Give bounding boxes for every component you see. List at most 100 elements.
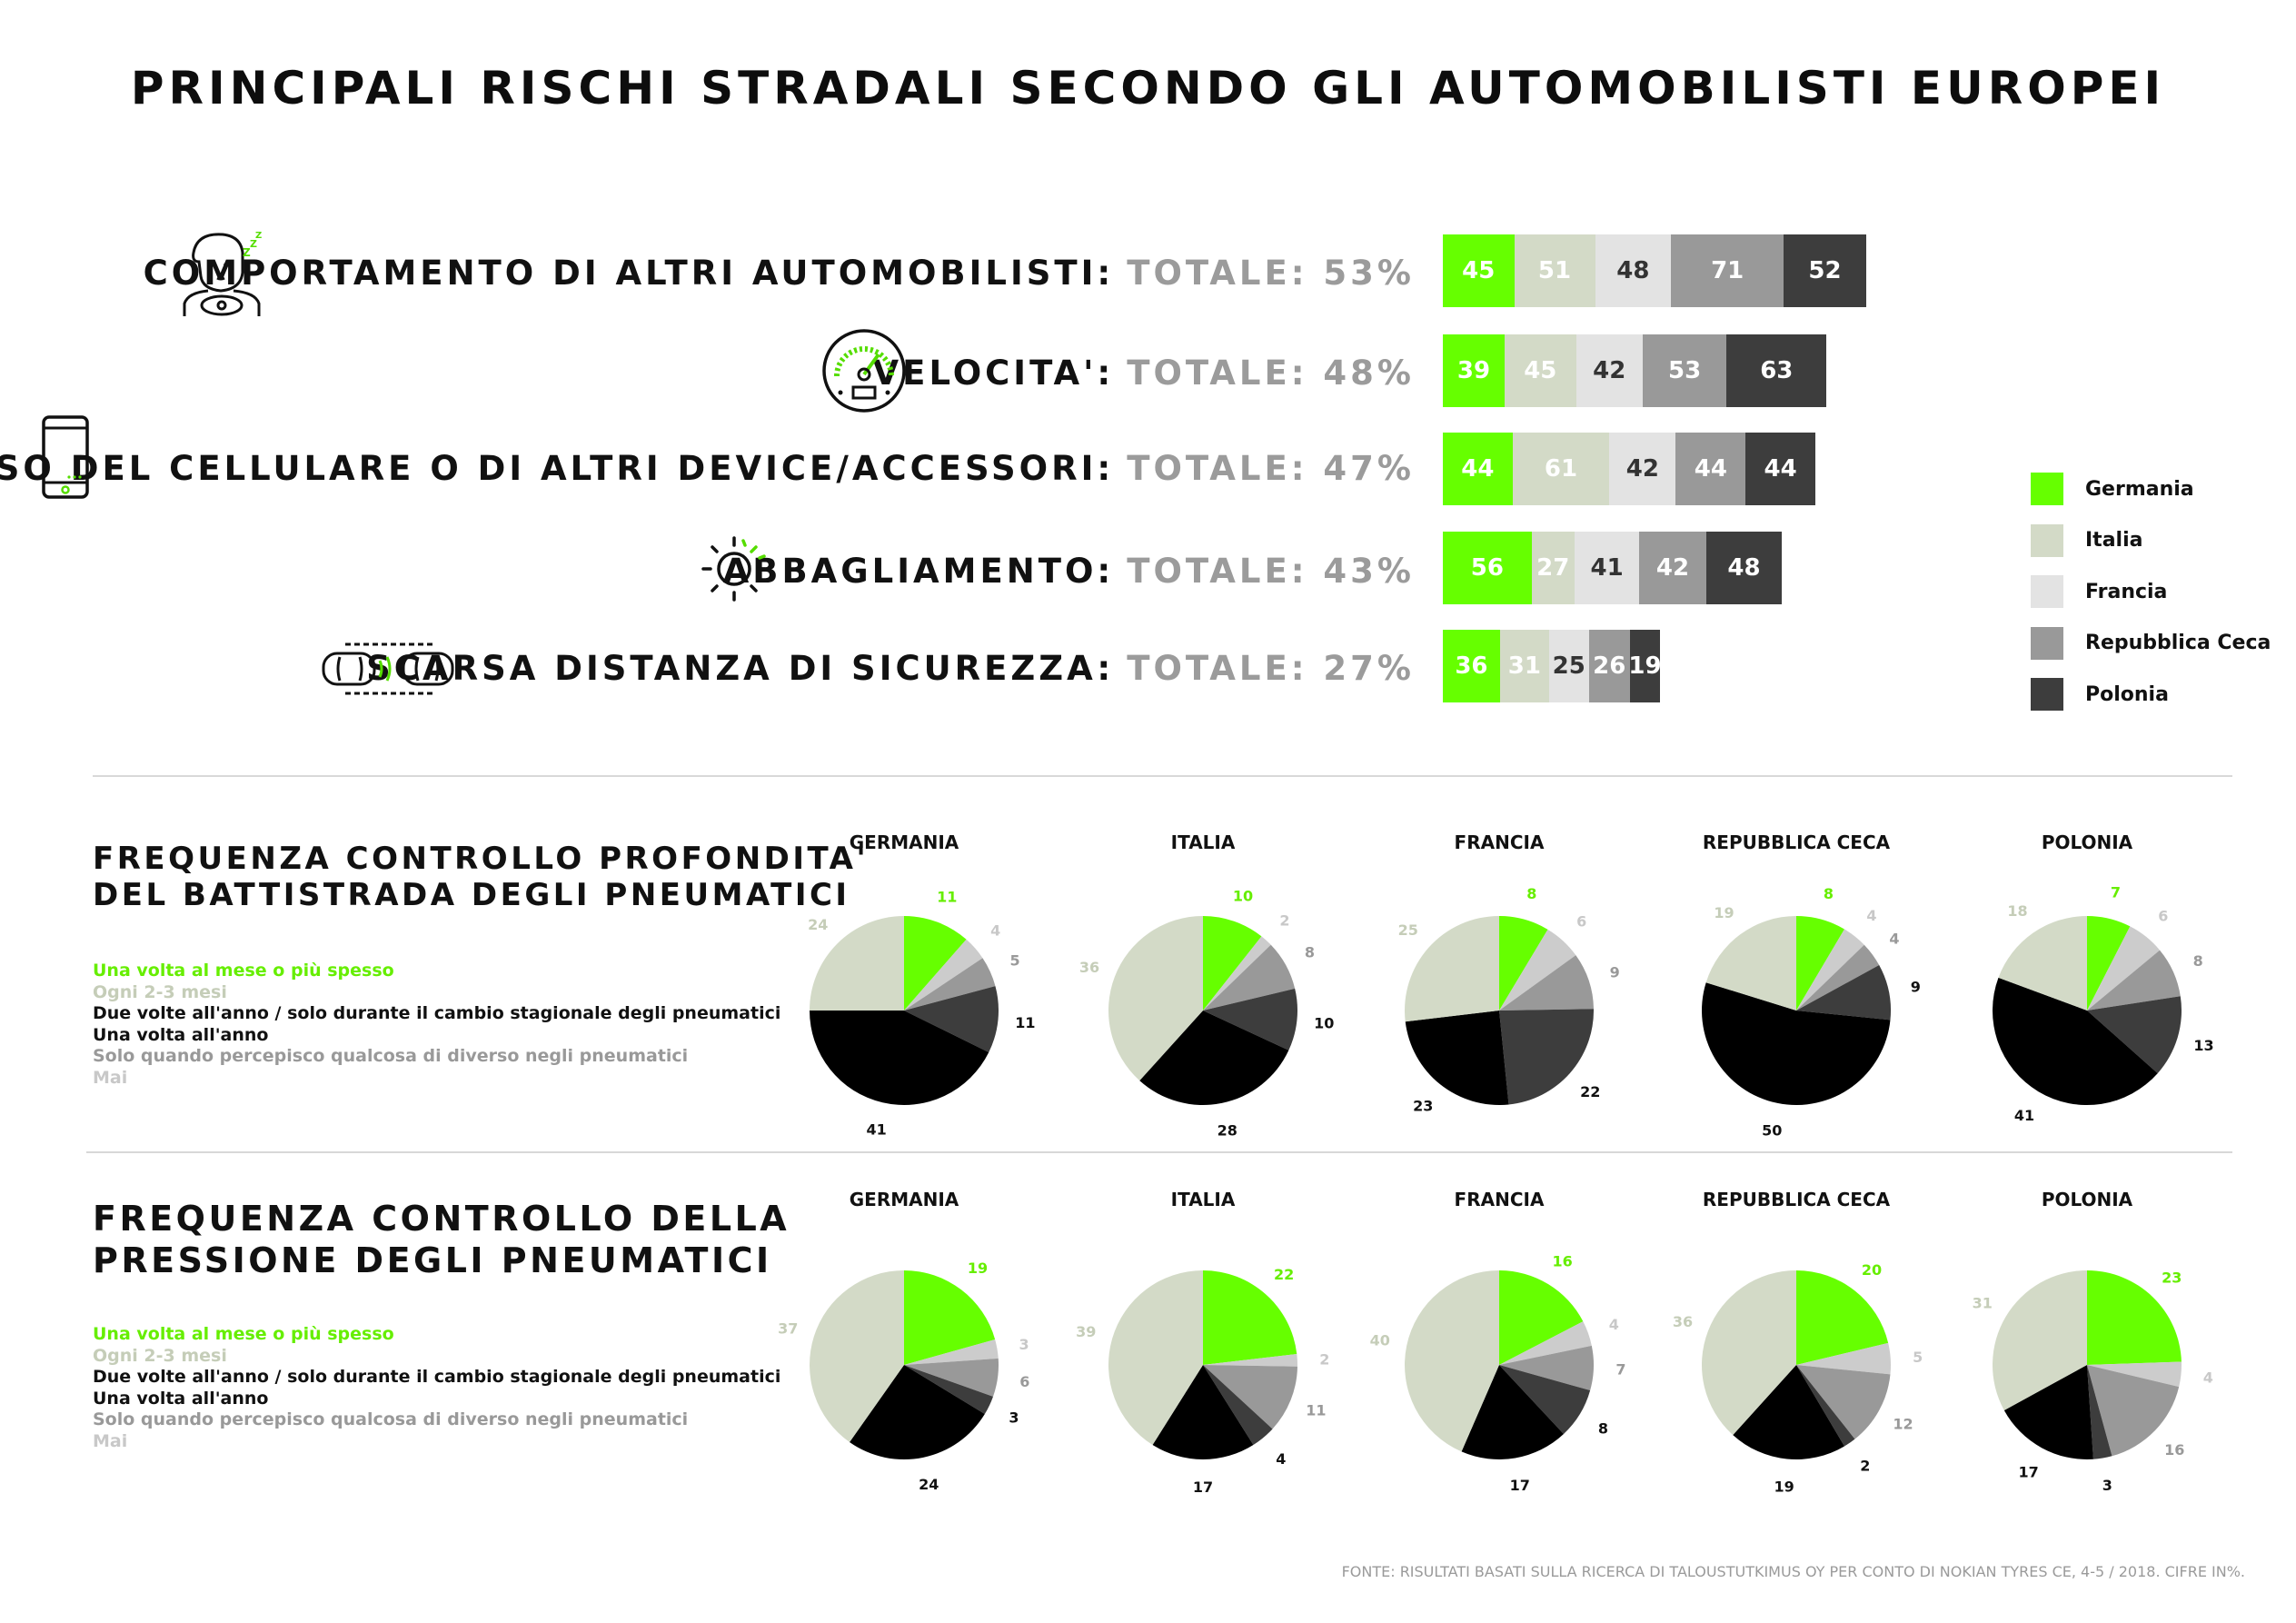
bar-segment: 25 bbox=[1548, 630, 1589, 702]
legend-item-polonia: Polonia bbox=[2031, 669, 2271, 721]
legend-item-italia: Italia bbox=[2031, 515, 2271, 567]
risk-label: ABBAGLIAMENTO: bbox=[722, 551, 1115, 591]
pie-slice bbox=[904, 986, 999, 1052]
bar-segment: 31 bbox=[1499, 630, 1549, 702]
pie-slice bbox=[1702, 1270, 1796, 1436]
frequency-legend-item: Ogni 2-3 mesi bbox=[93, 1345, 227, 1366]
pie-value-label: 8 bbox=[2193, 952, 2203, 970]
pie-slice bbox=[1702, 982, 1891, 1105]
section-title-line: PRESSIONE DEGLI PNEUMATICI bbox=[93, 1240, 772, 1280]
pie-slice bbox=[1405, 1270, 1499, 1452]
pie-slice bbox=[2087, 996, 2182, 1074]
pie-value-label: 8 bbox=[1598, 1420, 1608, 1438]
legend-label: Francia bbox=[2085, 580, 2168, 603]
risk-total: TOTALE: 48% bbox=[1127, 353, 1415, 393]
pie-value-label: 22 bbox=[1274, 1266, 1294, 1283]
risk-label: COMPORTAMENTO DI ALTRI AUTOMOBILISTI: bbox=[143, 253, 1115, 293]
frequency-legend-item: Solo quando percepisco qualcosa di diver… bbox=[93, 1046, 689, 1066]
risk-row-2: USO DEL CELLULARE O DI ALTRI DEVICE/ACCE… bbox=[0, 432, 1415, 504]
pie-value-label: 11 bbox=[937, 889, 957, 906]
pie-value-label: 4 bbox=[1866, 907, 1876, 924]
pie-slice bbox=[1203, 1270, 1297, 1365]
pie-slice bbox=[1796, 1365, 1855, 1447]
pie-slice bbox=[1203, 936, 1271, 1011]
pie-slice bbox=[2003, 1365, 2093, 1460]
pie-slice bbox=[1993, 1270, 2087, 1410]
bar-segment: 63 bbox=[1726, 334, 1827, 407]
pie-slice bbox=[1796, 916, 1844, 1011]
chart-legend: Germania Italia Francia Repubblica Ceca … bbox=[2031, 463, 2271, 721]
svg-text:Z: Z bbox=[243, 246, 251, 259]
pie-slice bbox=[1139, 1011, 1289, 1106]
pie-slice bbox=[1796, 1365, 1891, 1439]
pie-value-label: 11 bbox=[1015, 1014, 1035, 1031]
bar-segment: 44 bbox=[1443, 433, 1513, 505]
bar-segment: 36 bbox=[1443, 630, 1500, 702]
pie-slice bbox=[1796, 965, 1892, 1021]
pie-slice bbox=[904, 1358, 999, 1397]
pie-slice bbox=[810, 916, 904, 1011]
pie-title: POLONIA bbox=[2042, 1189, 2133, 1210]
pie-value-label: 11 bbox=[1306, 1402, 1326, 1419]
bar-segment: 52 bbox=[1784, 234, 1866, 307]
pie-value-label: 2 bbox=[1279, 912, 1289, 930]
pie-title: GERMANIA bbox=[850, 1189, 959, 1210]
pie-slice bbox=[1992, 977, 2158, 1106]
svg-text:Z: Z bbox=[250, 238, 257, 250]
frequency-legend-item: Una volta al mese o più spesso bbox=[93, 1324, 394, 1344]
bar-segment: 48 bbox=[1705, 532, 1783, 604]
pie-value-label: 3 bbox=[1019, 1336, 1029, 1353]
pie-slice bbox=[810, 1270, 904, 1442]
legend-swatch bbox=[2031, 523, 2063, 557]
legend-swatch bbox=[2031, 626, 2063, 660]
section-divider bbox=[86, 1151, 2232, 1153]
pie-value-label: 17 bbox=[1193, 1479, 1213, 1496]
pie-value-label: 50 bbox=[1762, 1121, 1782, 1139]
pie-value-label: 4 bbox=[1276, 1450, 1286, 1468]
pie-title: ITALIA bbox=[1171, 1189, 1236, 1210]
frequency-legend-item: Due volte all'anno / solo durante il cam… bbox=[93, 1367, 781, 1387]
pie-slice bbox=[904, 958, 996, 1011]
frequency-legend-item: Una volta all'anno bbox=[93, 1388, 269, 1409]
bar-segment: 45 bbox=[1443, 234, 1515, 307]
pie-slice bbox=[904, 1339, 999, 1365]
pie-title: GERMANIA bbox=[850, 831, 959, 853]
pie-slice bbox=[2087, 1365, 2180, 1457]
pie-slice bbox=[1203, 1365, 1297, 1429]
legend-item-germania: Germania bbox=[2031, 463, 2271, 515]
risk-total: TOTALE: 47% bbox=[1127, 448, 1415, 488]
pie-value-label: 4 bbox=[1609, 1316, 1619, 1333]
section-title-line: FREQUENZA CONTROLLO PROFONDITA' bbox=[93, 841, 870, 877]
pie-value-label: 19 bbox=[1774, 1478, 1794, 1495]
legend-item-francia: Francia bbox=[2031, 566, 2271, 618]
stacked-bar-row-0: 45 51 48 71 52 bbox=[1443, 234, 1866, 307]
pie-value-label: 31 bbox=[1973, 1295, 1993, 1312]
pie-slice bbox=[1499, 1345, 1594, 1391]
bar-segment: 53 bbox=[1642, 334, 1727, 407]
cars-distance-icon bbox=[322, 642, 454, 695]
pie-value-label: 36 bbox=[1673, 1313, 1693, 1330]
tread-section-title: FREQUENZA CONTROLLO PROFONDITA' DEL BATT… bbox=[93, 841, 869, 913]
bar-segment: 42 bbox=[1609, 433, 1676, 505]
bar-segment: 39 bbox=[1443, 334, 1506, 407]
pressure-section-title: FREQUENZA CONTROLLO DELLA PRESSIONE DEGL… bbox=[93, 1198, 790, 1281]
page-title: PRINCIPALI RISCHI STRADALI SECONDO GLI A… bbox=[130, 62, 2166, 115]
bar-segment: 51 bbox=[1514, 234, 1595, 307]
bar-segment: 42 bbox=[1575, 334, 1643, 407]
legend-label: Polonia bbox=[2085, 682, 2169, 706]
pie-value-label: 28 bbox=[1218, 1121, 1237, 1139]
pie-value-label: 19 bbox=[1714, 904, 1734, 921]
bar-segment: 71 bbox=[1671, 234, 1784, 307]
risk-row-1: VELOCITA': TOTALE: 48% bbox=[873, 336, 1415, 409]
legend-item-repubblica-ceca: Repubblica Ceca bbox=[2031, 618, 2271, 670]
pie-slice bbox=[1108, 1270, 1203, 1445]
pie-title: POLONIA bbox=[2042, 831, 2133, 853]
pie-value-label: 3 bbox=[1009, 1409, 1019, 1427]
pie-slice bbox=[1152, 1365, 1254, 1459]
pie-value-label: 5 bbox=[1010, 952, 1020, 970]
pie-slice bbox=[2087, 926, 2161, 1011]
bar-segment: 42 bbox=[1639, 532, 1706, 604]
frequency-legend-item: Solo quando percepisco qualcosa di diver… bbox=[93, 1409, 689, 1429]
tread-frequency-legend: Una volta al mese o più spesso Ogni 2-3 … bbox=[93, 961, 780, 1089]
pie-slice bbox=[1499, 1009, 1595, 1105]
